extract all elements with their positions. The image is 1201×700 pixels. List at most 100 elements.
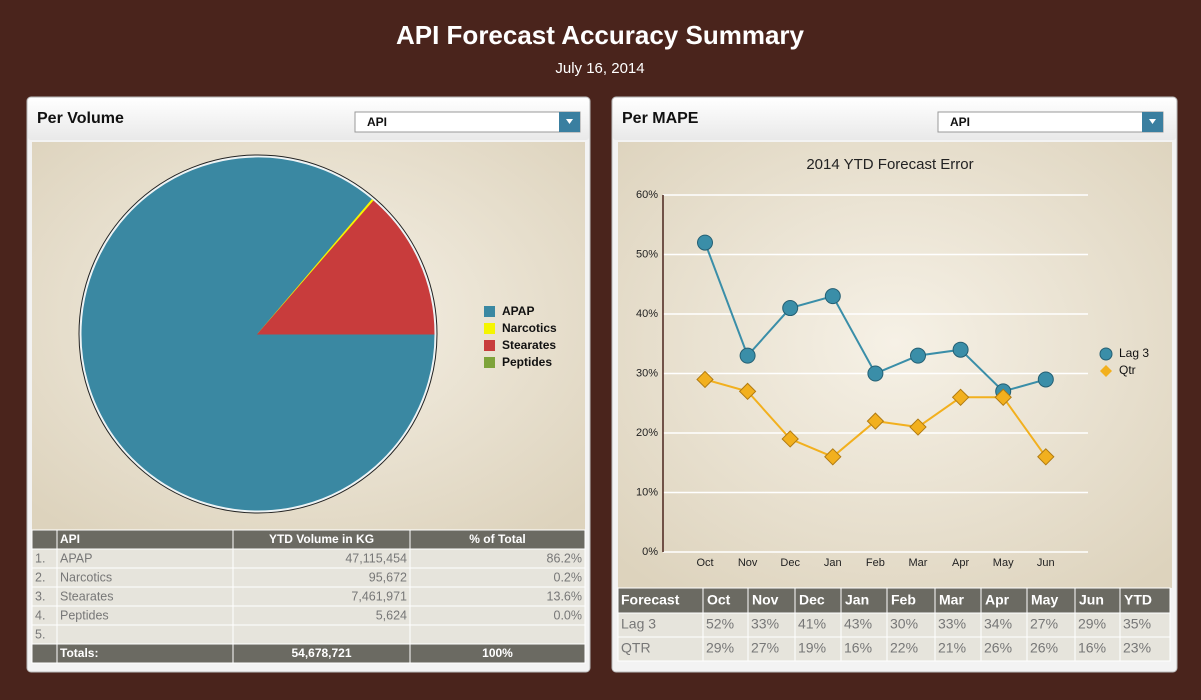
table-cell [840, 636, 888, 662]
table-cell-text: 35% [1123, 616, 1151, 632]
y-tick-label: 50% [636, 248, 658, 260]
dropdown-arrow [566, 119, 573, 124]
table-cell-text: 21% [938, 640, 966, 656]
dropdown[interactable] [937, 111, 1164, 133]
table-cell-text: 3. [35, 589, 45, 603]
table-cell [934, 612, 982, 638]
table-total: 54,678,721 [291, 646, 351, 660]
data-point [1037, 448, 1055, 466]
y-tick-label: 40% [636, 308, 658, 320]
dropdown[interactable] [354, 111, 581, 133]
table-header: Nov [752, 592, 779, 608]
table-cell [794, 612, 842, 638]
data-point [738, 382, 757, 401]
legend-label: APAP [502, 304, 534, 318]
legend-swatch [484, 357, 495, 368]
table-cell [31, 643, 58, 664]
x-tick-label: Dec [780, 557, 800, 569]
data-point [781, 430, 799, 448]
table-header: API [60, 532, 80, 546]
table-cell [1119, 612, 1171, 638]
dropdown-value[interactable]: API [367, 115, 387, 129]
table-header: Jun [1079, 592, 1104, 608]
data-point [994, 388, 1012, 407]
table-cell-text: 43% [844, 616, 872, 632]
table-cell-text: 5,624 [376, 608, 407, 622]
y-tick-label: 0% [642, 546, 658, 558]
data-point [909, 418, 927, 436]
x-tick-label: Jun [1037, 557, 1055, 569]
data-point [739, 347, 756, 364]
table-total: Totals: [60, 646, 98, 660]
x-tick-label: Jan [824, 557, 842, 569]
table-cell [1026, 636, 1076, 662]
x-tick-label: May [993, 557, 1014, 569]
table-cell-text: 41% [798, 616, 826, 632]
table-cell [232, 624, 411, 645]
panel-title: Per MAPE [622, 110, 699, 127]
table-total: 100% [482, 646, 513, 660]
data-point [782, 300, 799, 317]
table-cell-text: 33% [938, 616, 966, 632]
table-cell-text: 29% [1078, 616, 1106, 632]
table-cell-text: Peptides [60, 608, 109, 622]
table-cell-text: 23% [1123, 640, 1151, 656]
data-point [952, 341, 969, 358]
table-cell [56, 624, 234, 645]
table-cell-text: 34% [984, 616, 1012, 632]
table-cell-text: 0.2% [554, 570, 583, 584]
data-point [824, 288, 841, 305]
table-cell [747, 636, 796, 662]
table-header: YTD Volume in KG [269, 532, 374, 546]
table-header: % of Total [469, 532, 525, 546]
table-header: Jan [845, 592, 869, 608]
table-cell-text: 16% [844, 640, 872, 656]
table-cell [934, 636, 982, 662]
data-point [1037, 371, 1054, 388]
table-cell-text: 30% [890, 616, 918, 632]
data-point [866, 412, 885, 430]
table-cell-text: 13.6% [547, 589, 582, 603]
table-cell-text: 27% [751, 640, 779, 656]
table-cell [840, 612, 888, 638]
table-cell-text: 19% [798, 640, 826, 656]
table-cell [1074, 612, 1121, 638]
y-tick-label: 60% [636, 189, 658, 201]
table-cell-text: 4. [35, 608, 45, 622]
table-cell-text: 26% [984, 640, 1012, 656]
table-cell-text: Stearates [60, 589, 114, 603]
table-cell-text: 95,672 [369, 570, 407, 584]
chart-title: 2014 YTD Forecast Error [806, 156, 973, 173]
table-header: Apr [985, 592, 1010, 608]
table-cell [886, 612, 936, 638]
data-point [824, 448, 842, 466]
table-cell [980, 612, 1028, 638]
dropdown-value[interactable]: API [950, 115, 970, 129]
table-header: Mar [939, 592, 964, 608]
table-cell-text: 29% [706, 640, 734, 656]
table-cell-text: 47,115,454 [345, 551, 407, 565]
legend-swatch [484, 340, 495, 351]
x-tick-label: Apr [952, 557, 969, 569]
table-cell [886, 636, 936, 662]
table-cell-text: Lag 3 [621, 616, 656, 632]
legend-label: Stearates [502, 338, 556, 352]
dropdown-arrow [1149, 119, 1156, 124]
table-cell [31, 529, 58, 550]
panel-title: Per Volume [37, 110, 124, 127]
pie-slice [256, 200, 435, 335]
legend-swatch [1100, 365, 1112, 377]
table-cell [1026, 587, 1076, 614]
table-cell-text: 52% [706, 616, 734, 632]
table-cell-text: 27% [1030, 616, 1058, 632]
table-cell-text: 33% [751, 616, 779, 632]
table-header: Feb [891, 592, 916, 608]
table-cell [1074, 636, 1121, 662]
table-header: May [1031, 592, 1058, 608]
table-cell-text: 5. [35, 627, 45, 641]
table-cell-text: APAP [60, 551, 92, 565]
y-tick-label: 20% [636, 427, 658, 439]
table-cell [747, 612, 796, 638]
